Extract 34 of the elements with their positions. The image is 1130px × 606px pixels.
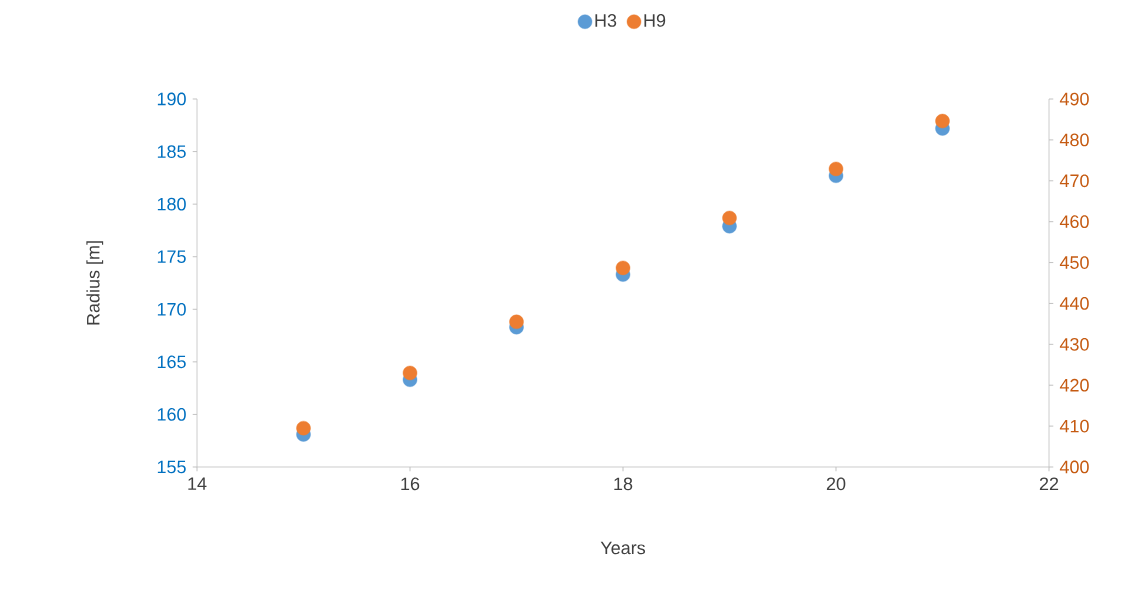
y-tick-label: 155 <box>157 460 186 474</box>
point <box>722 210 737 226</box>
y-tick-label: 185 <box>157 145 186 158</box>
x-tick-label: 18 <box>614 477 633 491</box>
y2-tick-label: 420 <box>1059 378 1089 392</box>
y-tick-label: 180 <box>157 197 186 211</box>
y2-tick-label: 490 <box>1059 92 1089 106</box>
y2-tick-label: 470 <box>1059 174 1089 188</box>
y2-tick-label: 430 <box>1059 337 1089 351</box>
y-tick-label: 175 <box>157 250 186 263</box>
x-tick-label: 20 <box>826 477 846 491</box>
point <box>828 161 844 177</box>
y2-tick-label: 460 <box>1059 215 1089 229</box>
y-axis-title: Radius [m] <box>86 241 104 325</box>
point <box>296 420 311 436</box>
point <box>402 365 418 381</box>
point <box>935 113 950 129</box>
y-tick-label: 190 <box>157 92 186 106</box>
y2-tick-label: 440 <box>1059 297 1089 310</box>
y2-tick-label: 480 <box>1059 133 1089 147</box>
legend-label: H3 <box>595 14 617 27</box>
y2-tick-label: 450 <box>1059 256 1089 269</box>
y2-tick-label: 410 <box>1059 419 1089 433</box>
y2-tick-label: 400 <box>1059 460 1089 474</box>
x-tick-label: 14 <box>188 477 207 490</box>
y-tick-label: 165 <box>157 355 186 369</box>
x-tick-label: 22 <box>1039 477 1059 491</box>
legend-label: H9 <box>644 14 666 27</box>
point <box>509 314 524 330</box>
x-axis-title: Years <box>600 541 646 555</box>
y-tick-label: 170 <box>157 302 186 316</box>
x-tick-label: 16 <box>401 477 420 491</box>
y-tick-label: 160 <box>157 408 186 421</box>
point <box>615 260 631 276</box>
